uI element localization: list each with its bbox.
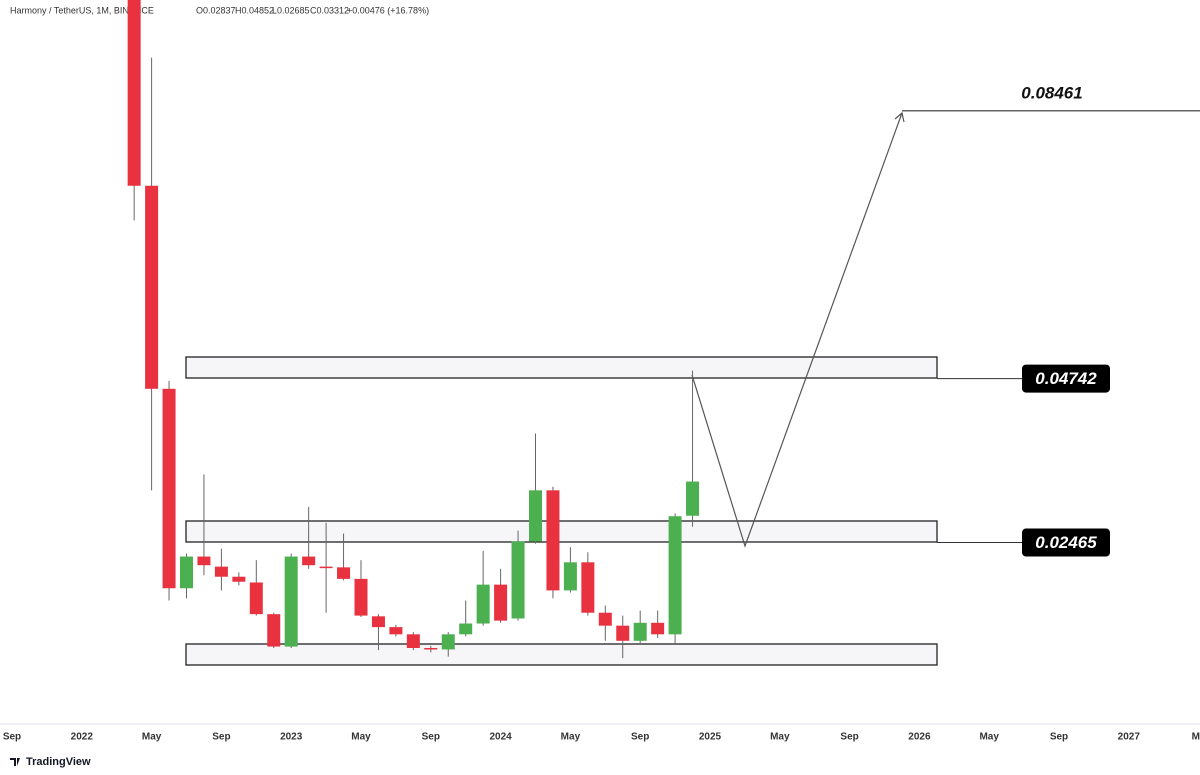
x-tick-label: May bbox=[979, 732, 999, 743]
candle-body bbox=[598, 612, 612, 626]
level-box bbox=[1022, 528, 1110, 557]
candle-body bbox=[581, 562, 595, 613]
candle-body bbox=[563, 562, 577, 591]
chart-title: Harmony / TetherUS, 1M, BINANCE bbox=[10, 5, 154, 15]
candle-body bbox=[651, 622, 665, 635]
x-tick-label: May bbox=[561, 732, 581, 743]
candle-body bbox=[441, 634, 455, 650]
header-value: L0.02685 bbox=[272, 5, 310, 15]
projection-arrowhead bbox=[894, 111, 905, 123]
candle-body bbox=[337, 567, 351, 579]
candle-body bbox=[162, 388, 176, 589]
candle-body bbox=[354, 578, 368, 616]
x-tick-label: 2022 bbox=[71, 732, 94, 743]
candle-body bbox=[546, 490, 560, 591]
x-tick-label: Ma bbox=[1192, 732, 1200, 743]
candle-body bbox=[406, 634, 420, 648]
header-value: +0.00476 (+16.78%) bbox=[347, 5, 429, 15]
projection-path bbox=[691, 112, 903, 548]
x-tick-label: 2024 bbox=[489, 732, 512, 743]
header-value: C0.03312 bbox=[310, 5, 349, 15]
x-tick-label: Sep bbox=[631, 732, 649, 743]
x-tick-label: May bbox=[142, 732, 162, 743]
base-zone bbox=[185, 643, 938, 666]
x-tick-label: Sep bbox=[3, 732, 21, 743]
support-zone bbox=[185, 520, 938, 543]
brand: TradingView bbox=[26, 756, 91, 768]
candle-body bbox=[249, 582, 263, 615]
header-value: O0.02837 bbox=[196, 5, 236, 15]
candle-body bbox=[476, 584, 490, 624]
x-tick-label: Sep bbox=[212, 732, 230, 743]
candle-body bbox=[371, 616, 385, 628]
candle-body bbox=[389, 627, 403, 635]
candle-body bbox=[633, 622, 647, 641]
x-tick-label: May bbox=[770, 732, 790, 743]
candles bbox=[127, 0, 700, 659]
candle-body bbox=[197, 556, 211, 566]
x-tick-label: 2026 bbox=[908, 732, 931, 743]
candle-body bbox=[180, 556, 193, 589]
candle-body bbox=[511, 541, 525, 619]
candle-body bbox=[494, 584, 508, 621]
level-label: 0.02465 bbox=[1035, 533, 1097, 552]
candle-body bbox=[616, 625, 630, 641]
x-tick-label: May bbox=[351, 732, 371, 743]
x-tick-label: Sep bbox=[840, 732, 858, 743]
candle-body bbox=[668, 516, 682, 635]
level-box bbox=[1022, 364, 1110, 393]
candle-body bbox=[529, 490, 542, 542]
candle-body bbox=[284, 556, 298, 647]
candle-body bbox=[686, 481, 700, 516]
x-tick-label: 2027 bbox=[1118, 732, 1141, 743]
target-label: 0.08461 bbox=[1021, 83, 1082, 102]
candle-body bbox=[424, 648, 438, 650]
candle-body bbox=[459, 623, 473, 635]
x-tick-label: 2023 bbox=[280, 732, 303, 743]
x-tick-label: 2025 bbox=[699, 732, 722, 743]
resistance-zone bbox=[185, 356, 938, 379]
x-tick-label: Sep bbox=[422, 732, 440, 743]
header-value: H0.04852 bbox=[235, 5, 274, 15]
candle-body bbox=[214, 566, 228, 577]
brand-logo bbox=[10, 758, 20, 766]
level-label: 0.04742 bbox=[1035, 369, 1097, 388]
candle-body bbox=[232, 576, 246, 582]
candle-body bbox=[319, 566, 333, 569]
x-tick-label: Sep bbox=[1050, 732, 1068, 743]
candle-body bbox=[267, 614, 281, 647]
candle-body bbox=[302, 556, 316, 566]
candle-body bbox=[127, 0, 141, 186]
candle-body bbox=[145, 185, 159, 389]
